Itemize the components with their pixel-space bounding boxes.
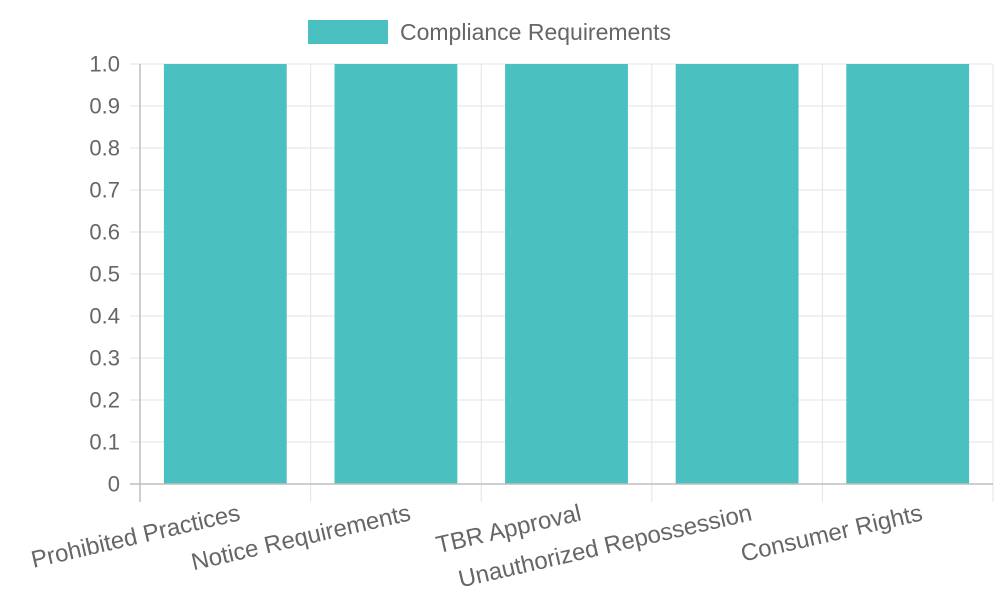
y-tick-label: 0.3 (89, 346, 120, 371)
y-tick-label: 0.9 (89, 94, 120, 119)
y-tick-label: 0.7 (89, 178, 120, 203)
y-tick-label: 0.4 (89, 304, 120, 329)
bars (163, 64, 970, 484)
y-tick-label: 0.2 (89, 388, 120, 413)
y-tick-label: 1.0 (89, 52, 120, 77)
y-tick-label: 0.1 (89, 430, 120, 455)
axes (130, 64, 993, 502)
y-tick-label: 0.8 (89, 136, 120, 161)
bar[interactable] (675, 64, 799, 484)
legend-label[interactable]: Compliance Requirements (400, 19, 671, 45)
y-tick-label: 0.5 (89, 262, 120, 287)
legend-swatch[interactable] (308, 20, 388, 44)
y-tick-label: 0.6 (89, 220, 120, 245)
x-tick-label: Consumer Rights (738, 500, 925, 568)
bar[interactable] (334, 64, 458, 484)
bar[interactable] (505, 64, 628, 484)
y-tick-label: 0 (108, 472, 120, 497)
legend[interactable]: Compliance Requirements (308, 19, 671, 45)
bar[interactable] (846, 64, 970, 484)
x-tick-label: Unauthorized Repossession (456, 500, 755, 594)
y-tick-labels: 0 0.1 0.2 0.3 0.4 0.5 0.6 0.7 0.8 0.9 1.0 (89, 52, 120, 497)
bar[interactable] (163, 64, 287, 484)
